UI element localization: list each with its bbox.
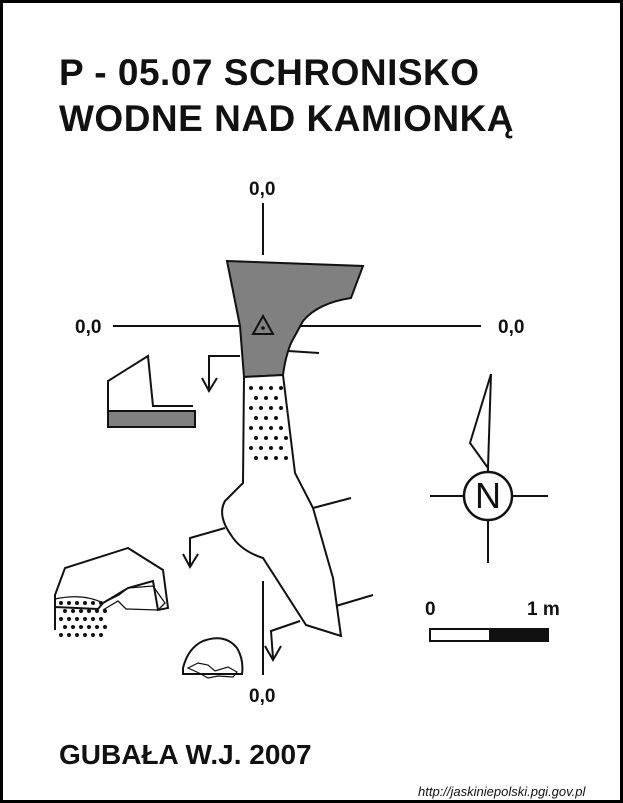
sediment-dot (83, 617, 87, 621)
sediment-dot (87, 625, 91, 629)
sediment-dot (254, 436, 258, 440)
sediment-dot (67, 633, 71, 637)
section-arrow-2-icon (189, 527, 226, 565)
scale-start-label: 0 (425, 599, 436, 620)
axis-label-top: 0,0 (249, 179, 276, 200)
sediment-dot (71, 625, 75, 629)
sediment-dot (83, 633, 87, 637)
sediment-dot (99, 617, 103, 621)
sediment-dot (264, 456, 268, 460)
sediment-dots-section-2 (59, 601, 107, 637)
sediment-dot (279, 446, 283, 450)
sediment-dot (284, 456, 288, 460)
sediment-dot (269, 406, 273, 410)
sediment-dot (91, 617, 95, 621)
section-arrow-1-head-icon (201, 377, 218, 394)
sediment-dot (103, 609, 107, 613)
sediment-dot (91, 633, 95, 637)
sediment-dot (249, 426, 253, 430)
sediment-dot (269, 446, 273, 450)
sediment-dot (279, 386, 283, 390)
sediment-dot (284, 436, 288, 440)
sediment-dot (264, 416, 268, 420)
sediment-dot (71, 609, 75, 613)
sediment-dot (63, 625, 67, 629)
sediment-dot (63, 609, 67, 613)
sediment-dot (75, 617, 79, 621)
sediment-dot (279, 406, 283, 410)
cross-section-3-outline (182, 637, 244, 675)
source-url: http://jaskiniepolski.pgi.gov.pl (418, 784, 586, 799)
axis-label-bottom: 0,0 (249, 686, 276, 707)
sediment-dot (259, 446, 263, 450)
section-arrow-3-icon (269, 620, 301, 659)
sediment-dot (95, 625, 99, 629)
cave-plan-drawing (54, 203, 549, 679)
shaded-overhang-area (225, 259, 365, 379)
author-credit: GUBAŁA W.J. 2007 (59, 739, 312, 770)
sediment-dot (99, 633, 103, 637)
axis-label-right: 0,0 (498, 317, 525, 338)
datum-triangle-icon (251, 313, 275, 335)
axis-label-left: 0,0 (75, 317, 102, 338)
sediment-dot (75, 601, 79, 605)
sediment-dot (67, 617, 71, 621)
sediment-dot (274, 416, 278, 420)
sediment-dot (95, 609, 99, 613)
sediment-dot (59, 617, 63, 621)
cross-section-2-outline (54, 546, 170, 630)
section-tick-2 (312, 497, 352, 509)
sediment-dot (269, 386, 273, 390)
sediment-dot (91, 601, 95, 605)
section-arrow-3-head-icon (264, 645, 282, 663)
sediment-dot (59, 601, 63, 605)
sediment-dot (254, 456, 258, 460)
sediment-dots-passage (249, 386, 288, 460)
sediment-dot (274, 456, 278, 460)
sediment-dot (259, 426, 263, 430)
cross-section-3-blocks (186, 662, 238, 679)
compass-circle-icon (462, 470, 514, 522)
sediment-dot (79, 609, 83, 613)
sediment-dot (59, 633, 63, 637)
cross-section-1-outline (107, 354, 193, 426)
sediment-dot (79, 625, 83, 629)
section-arrow-2-head-icon (182, 553, 199, 570)
sediment-dot (274, 436, 278, 440)
sediment-dot (274, 396, 278, 400)
sediment-dot (279, 426, 283, 430)
sediment-dot (269, 426, 273, 430)
sediment-dot (99, 601, 103, 605)
map-title-line-2: WODNE NAD KAMIONKĄ (59, 98, 515, 139)
sediment-dot (87, 609, 91, 613)
sediment-dot (264, 396, 268, 400)
sediment-dot (254, 396, 258, 400)
sediment-dot (67, 601, 71, 605)
scale-bar-black-segment (489, 628, 549, 642)
map-title-line-1: P - 05.07 SCHRONISKO (59, 52, 480, 93)
sediment-dot (83, 601, 87, 605)
sediment-dot (259, 386, 263, 390)
section-tick-1 (287, 350, 320, 354)
section-tick-3 (335, 594, 374, 607)
sediment-dot (249, 446, 253, 450)
cross-section-1-floor (107, 410, 196, 428)
sediment-dot (259, 406, 263, 410)
compass-north-letter: N (475, 475, 501, 516)
datum-point-icon (261, 326, 265, 330)
sediment-dot (103, 625, 107, 629)
sediment-dot (254, 416, 258, 420)
north-arrow-icon (468, 373, 492, 471)
sediment-dot (264, 436, 268, 440)
cave-passage-outline (221, 373, 343, 638)
section-arrow-1-icon (208, 355, 240, 389)
scale-end-label: 1 m (527, 599, 560, 620)
sediment-dot (249, 406, 253, 410)
sediment-dot (75, 633, 79, 637)
sediment-dot (249, 386, 253, 390)
scale-bar-white-segment (429, 628, 491, 642)
